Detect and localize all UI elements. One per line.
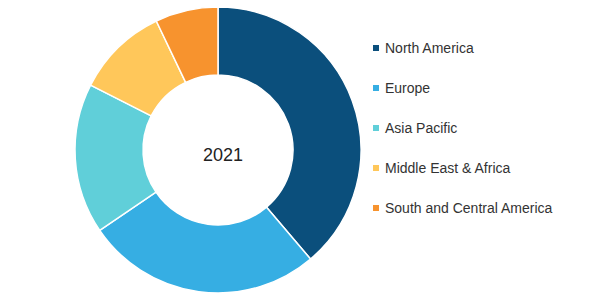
svg-text:Europe: Europe [385,80,430,96]
svg-text:Middle East & Africa: Middle East & Africa [385,160,510,176]
svg-text:South and Central America: South and Central America [385,200,553,216]
svg-text:2021: 2021 [203,145,243,165]
svg-text:North America: North America [385,40,474,56]
svg-text:Asia Pacific: Asia Pacific [385,120,457,136]
